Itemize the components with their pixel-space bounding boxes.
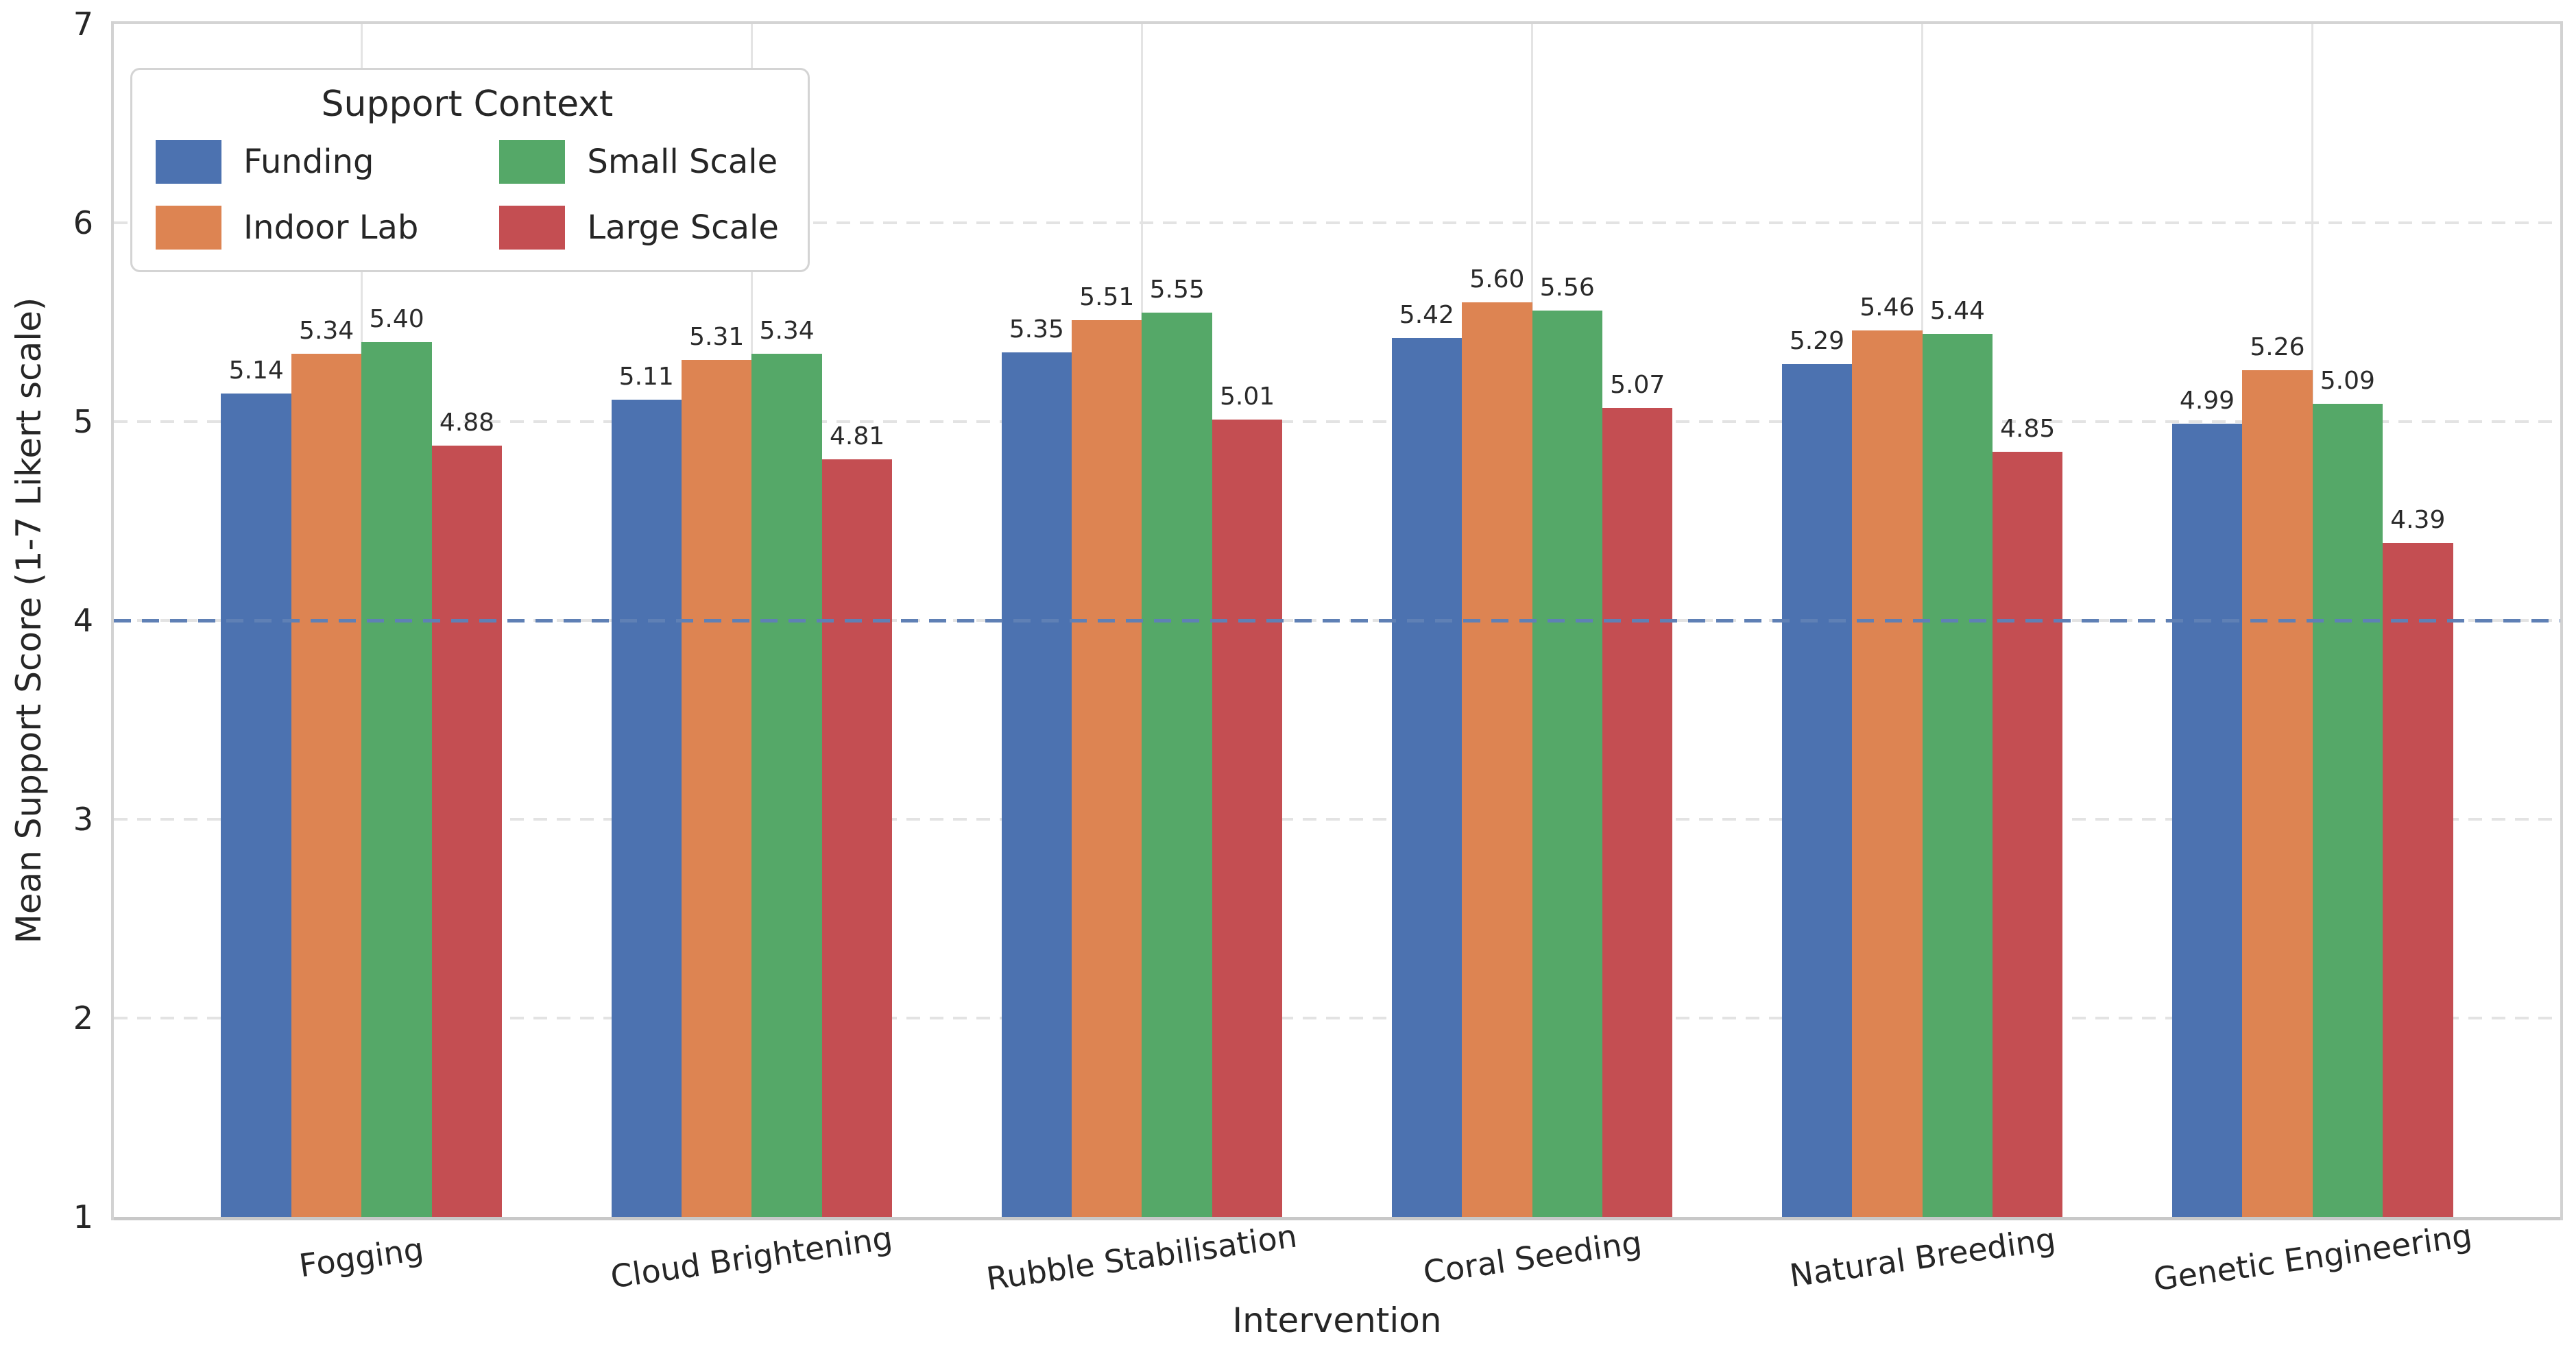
bar — [361, 342, 432, 1217]
bar-value-label: 5.34 — [299, 317, 354, 346]
bar-value-label: 5.51 — [1079, 283, 1135, 312]
bar-value-label: 4.81 — [829, 422, 885, 451]
y-tick-label: 6 — [73, 204, 93, 241]
legend-item: Indoor Lab — [156, 206, 418, 250]
legend-item-label: Large Scale — [587, 208, 779, 247]
legend-item-label: Small Scale — [587, 143, 778, 181]
plot-spine-left — [111, 21, 114, 1220]
bar-value-label: 5.35 — [1009, 315, 1064, 343]
legend-items: Funding Indoor Lab Small Scale Large Scale — [156, 140, 779, 250]
bar — [751, 354, 822, 1217]
plot-spine-right — [2560, 21, 2563, 1220]
y-tick-label: 1 — [73, 1198, 93, 1235]
bar — [1532, 310, 1602, 1217]
legend-color-swatch — [156, 140, 221, 184]
bar-value-label: 5.60 — [1469, 265, 1525, 293]
bar — [1993, 451, 2063, 1217]
bar-value-label: 4.39 — [2390, 505, 2446, 534]
legend-item-label: Indoor Lab — [243, 208, 419, 247]
bar — [1072, 320, 1142, 1217]
legend-color-swatch — [499, 206, 566, 250]
legend-title: Support Context — [321, 84, 614, 125]
plot-spine-top — [114, 21, 2560, 24]
legend-item-label: Funding — [243, 143, 374, 181]
bar-value-label: 5.14 — [228, 356, 284, 385]
bar-value-label: 4.88 — [439, 408, 495, 437]
reference-line-midpoint — [114, 618, 2560, 622]
x-tick-label: Rubble Stabilisation — [984, 1217, 1300, 1298]
bar — [681, 360, 752, 1217]
bar-value-label: 5.34 — [759, 317, 815, 346]
bar — [2242, 370, 2313, 1217]
y-grid-line — [114, 420, 2560, 423]
bar-value-label: 4.85 — [2000, 414, 2056, 443]
y-tick-label: 3 — [73, 801, 93, 838]
y-tick-label: 2 — [73, 1000, 93, 1037]
bar-value-label: 5.40 — [369, 305, 424, 333]
bar — [1602, 407, 1673, 1217]
bar-value-label: 5.46 — [1859, 293, 1915, 322]
bar — [1212, 420, 1283, 1217]
bar — [2383, 542, 2453, 1217]
bar-value-label: 4.99 — [2179, 386, 2235, 415]
bar-value-label: 5.11 — [618, 363, 674, 391]
plot-spine-bottom — [111, 1217, 2563, 1220]
bar-value-label: 5.01 — [1220, 383, 1275, 411]
bar — [1462, 302, 1532, 1217]
legend: Support Context Funding Indoor Lab Small S… — [130, 68, 810, 272]
bar — [1852, 330, 1923, 1217]
bar-value-label: 5.26 — [2250, 333, 2305, 361]
legend-item: Small Scale — [499, 140, 778, 184]
x-tick-label: Coral Seeding — [1420, 1223, 1644, 1292]
y-grid-line — [114, 1017, 2560, 1019]
bar-value-label: 5.56 — [1539, 273, 1595, 302]
bar — [1142, 312, 1212, 1217]
y-grid-line — [114, 818, 2560, 821]
plot-area: 5.14 5.11 5.35 5.42 5.29 4.99 5.34 5.31 5.51 5.60… — [111, 21, 2563, 1220]
bar — [821, 459, 893, 1217]
x-axis-label: Intervention — [1232, 1301, 1442, 1340]
y-tick-label: 7 — [73, 5, 93, 43]
bar — [1391, 338, 1462, 1217]
y-grid-line — [114, 221, 2560, 224]
bar — [1781, 363, 1853, 1217]
x-tick-label: Fogging — [297, 1230, 426, 1285]
bar — [221, 394, 291, 1217]
bar-value-label: 5.07 — [1610, 370, 1665, 399]
bar — [2312, 403, 2383, 1217]
x-tick-label: Natural Breeding — [1787, 1220, 2058, 1294]
bar-value-label: 5.55 — [1149, 275, 1205, 304]
x-tick-label: Genetic Engineering — [2151, 1216, 2475, 1298]
legend-item: Large Scale — [499, 206, 779, 250]
bar — [2171, 423, 2243, 1217]
bar — [431, 445, 503, 1217]
y-tick-label: 4 — [73, 602, 93, 639]
bar-value-label: 5.42 — [1399, 301, 1454, 330]
bar — [1001, 352, 1072, 1217]
bar — [291, 354, 362, 1217]
bar — [1922, 334, 1993, 1217]
legend-color-swatch — [156, 206, 221, 250]
bar-value-label: 5.31 — [689, 323, 745, 352]
y-tick-label: 5 — [73, 403, 93, 440]
bar-value-label: 5.29 — [1789, 326, 1845, 355]
bar-value-label: 5.44 — [1929, 297, 1985, 326]
legend-item: Funding — [156, 140, 418, 184]
legend-color-swatch — [499, 140, 566, 184]
bar — [611, 400, 682, 1217]
x-tick-label: Cloud Brightening — [608, 1219, 895, 1296]
bar-value-label: 5.09 — [2320, 366, 2375, 395]
